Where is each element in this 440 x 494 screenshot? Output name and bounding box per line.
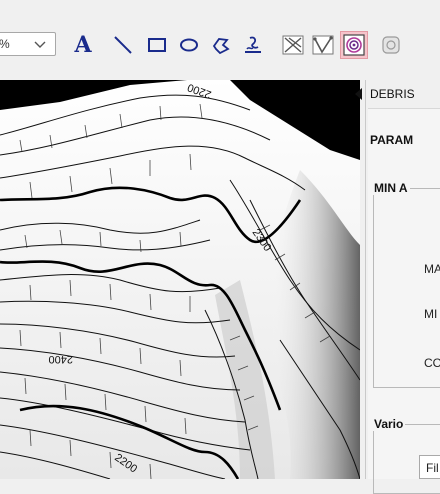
ellipse-tool-button[interactable] bbox=[176, 32, 202, 58]
collapse-left-icon[interactable] bbox=[355, 88, 363, 100]
freeform-shape-icon bbox=[212, 38, 230, 55]
index-contours bbox=[0, 186, 302, 479]
stamp-tool-button[interactable] bbox=[240, 32, 266, 58]
contour-label-left: 2400 bbox=[49, 353, 73, 365]
profile-line-icon bbox=[312, 35, 334, 55]
text-tool-icon: A bbox=[74, 32, 92, 58]
filter-input-value: Fil bbox=[426, 461, 439, 475]
min-area-group-label: MIN A bbox=[372, 181, 410, 195]
terrain-contour-map: 2200 2300 2400 2200 bbox=[0, 80, 360, 479]
rectangle-icon bbox=[148, 38, 166, 52]
drawing-toolbar: % A bbox=[0, 0, 440, 80]
stamp-icon bbox=[245, 36, 261, 53]
line-icon bbox=[114, 36, 132, 54]
terrain-surface bbox=[0, 80, 360, 479]
contour-tool-button[interactable] bbox=[340, 31, 368, 59]
freeform-tool-button[interactable] bbox=[208, 32, 234, 58]
zoom-select[interactable]: % bbox=[0, 32, 56, 56]
chevron-down-icon bbox=[34, 41, 46, 48]
cross-section-tool-button[interactable] bbox=[280, 32, 306, 58]
ridge-shading bbox=[269, 170, 360, 479]
cross-section-icon bbox=[282, 35, 304, 55]
line-tool-button[interactable] bbox=[110, 32, 136, 58]
parameters-heading: PARAM bbox=[370, 133, 414, 147]
partial-tool-icon bbox=[382, 36, 400, 54]
panel-divider bbox=[365, 80, 366, 479]
field-label-max: MA bbox=[424, 262, 440, 276]
slope-hatching bbox=[19, 103, 331, 479]
rectangle-tool-button[interactable] bbox=[144, 32, 170, 58]
ellipse-icon bbox=[180, 38, 198, 52]
field-label-min: MI bbox=[424, 307, 438, 321]
profile-tool-button[interactable] bbox=[310, 32, 336, 58]
zoom-value: % bbox=[0, 37, 10, 51]
various-group-label: Vario bbox=[372, 417, 406, 431]
contour-target-icon bbox=[343, 34, 365, 56]
next-tool-button[interactable] bbox=[378, 32, 404, 58]
terrain-map-view[interactable]: 2200 2300 2400 2200 bbox=[0, 80, 360, 479]
text-tool-button[interactable]: A bbox=[70, 32, 96, 58]
field-label-co: CO bbox=[424, 356, 440, 370]
filter-input[interactable]: Fil bbox=[419, 455, 440, 479]
panel-title: DEBRIS bbox=[370, 87, 415, 101]
